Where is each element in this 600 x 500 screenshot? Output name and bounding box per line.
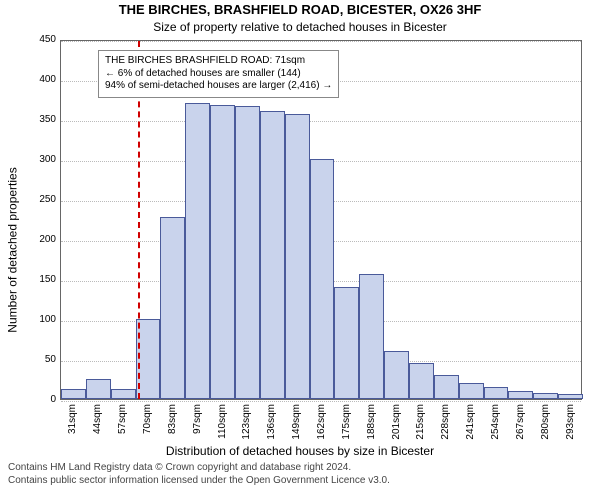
y-tick-label: 350 [28,114,56,125]
histogram-bar [111,389,136,399]
histogram-bar [310,159,335,399]
y-tick-label: 450 [28,34,56,45]
x-tick-label: 201sqm [391,404,402,440]
histogram-bar [334,287,359,399]
histogram-bar [484,387,509,399]
histogram-bar [384,351,409,399]
legend-line: ← 6% of detached houses are smaller (144… [105,68,332,81]
x-tick-label: 241sqm [465,404,476,440]
x-tick-label: 31sqm [67,404,78,434]
histogram-bar [533,393,558,399]
x-tick-label: 215sqm [415,404,426,440]
histogram-bar [558,394,583,399]
histogram-bar [459,383,484,399]
x-tick-label: 280sqm [540,404,551,440]
gridline [61,401,581,402]
x-axis-label: Distribution of detached houses by size … [0,444,600,458]
x-tick-label: 110sqm [217,404,228,439]
x-tick-label: 136sqm [266,404,277,440]
x-tick-label: 123sqm [241,404,252,440]
histogram-bar [409,363,434,399]
y-tick-label: 100 [28,314,56,325]
x-tick-label: 175sqm [341,404,352,440]
histogram-bar [285,114,310,399]
x-tick-label: 254sqm [490,404,501,440]
y-tick-label: 50 [28,354,56,365]
histogram-bar [260,111,285,399]
y-tick-label: 250 [28,194,56,205]
footer-attribution: Contains HM Land Registry data © Crown c… [0,462,600,487]
x-tick-label: 162sqm [316,404,327,440]
footer-line: Contains public sector information licen… [8,475,592,488]
x-tick-label: 267sqm [515,404,526,440]
legend-box: THE BIRCHES BRASHFIELD ROAD: 71sqm← 6% o… [98,50,339,98]
histogram-bar [434,375,459,399]
x-tick-label: 57sqm [117,404,128,434]
y-tick-label: 400 [28,74,56,85]
histogram-bar [210,105,235,399]
histogram-bar [235,106,260,399]
histogram-bar [61,389,86,399]
histogram-bar [185,103,210,399]
x-tick-label: 188sqm [366,404,377,440]
x-tick-label: 70sqm [142,404,153,434]
x-tick-label: 44sqm [92,404,103,434]
histogram-bar [160,217,185,399]
legend-line: 94% of semi-detached houses are larger (… [105,80,332,93]
y-axis-label: Number of detached properties [6,0,20,500]
y-tick-label: 200 [28,234,56,245]
property-size-histogram: { "chart": { "type": "histogram", "title… [0,0,600,500]
x-tick-label: 97sqm [192,404,203,434]
histogram-bar [359,274,384,399]
chart-subtitle: Size of property relative to detached ho… [0,20,600,34]
legend-line: THE BIRCHES BRASHFIELD ROAD: 71sqm [105,55,332,68]
x-tick-label: 228sqm [440,404,451,440]
histogram-bar [86,379,111,399]
histogram-bar [508,391,533,399]
x-tick-label: 149sqm [291,404,302,440]
y-tick-label: 150 [28,274,56,285]
x-tick-label: 293sqm [565,404,576,440]
chart-title: THE BIRCHES, BRASHFIELD ROAD, BICESTER, … [0,2,600,17]
footer-line: Contains HM Land Registry data © Crown c… [8,462,592,475]
x-tick-label: 83sqm [167,404,178,434]
y-tick-label: 300 [28,154,56,165]
y-tick-label: 0 [28,394,56,405]
